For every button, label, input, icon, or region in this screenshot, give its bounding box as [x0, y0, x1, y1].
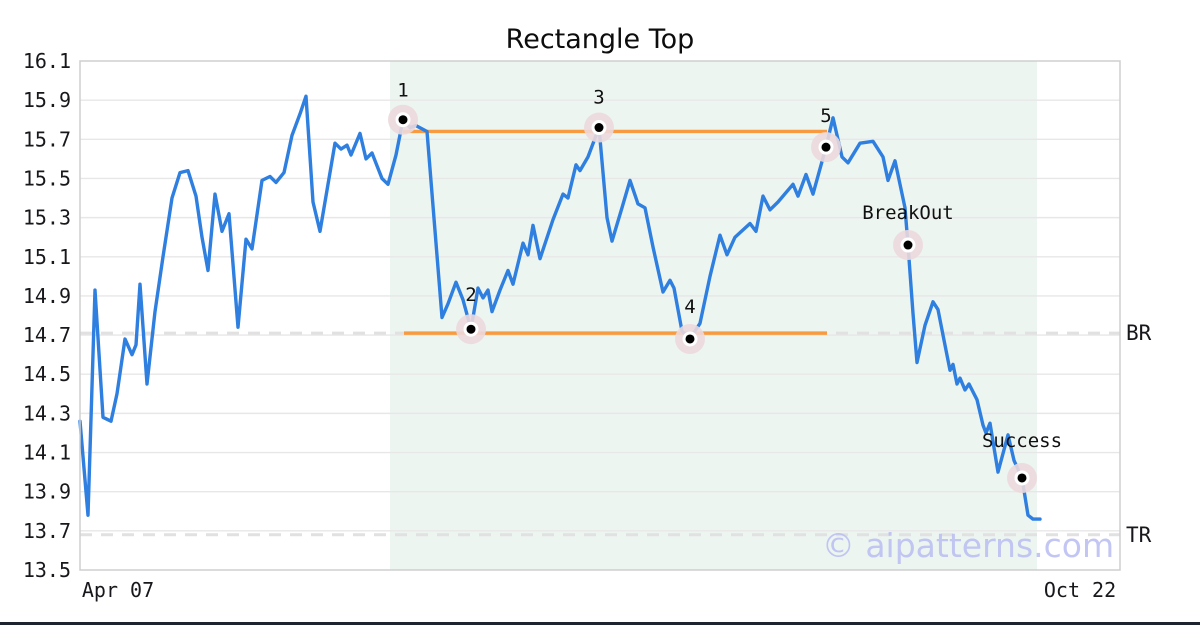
- y-tick-label: 15.5: [23, 166, 71, 190]
- marker-label-3: 3: [593, 87, 604, 109]
- marker-label-5: 5: [820, 105, 831, 127]
- y-tick-label: 14.5: [23, 362, 71, 386]
- marker-label-breakout: BreakOut: [862, 202, 954, 224]
- target-label: TR: [1126, 523, 1152, 547]
- y-tick-label: 14.9: [23, 284, 71, 308]
- marker-dot: [903, 240, 913, 250]
- watermark: © aipatterns.com: [822, 526, 1114, 565]
- marker-label-2: 2: [465, 284, 476, 306]
- x-tick-label: Oct 22: [1044, 578, 1116, 602]
- breakout-label: BR: [1126, 321, 1152, 345]
- y-tick-label: 13.9: [23, 480, 71, 504]
- y-tick-label: 13.5: [23, 558, 71, 582]
- marker-dot: [594, 123, 604, 133]
- plot-border: [79, 60, 1121, 571]
- marker-dot: [398, 115, 408, 125]
- y-tick-label: 16.1: [23, 49, 71, 73]
- footer-accent-bar: [0, 622, 1200, 625]
- marker-label-1: 1: [397, 80, 408, 102]
- y-tick-label: 15.7: [23, 127, 71, 151]
- y-tick-label: 15.3: [23, 206, 71, 230]
- marker-dot: [685, 334, 695, 344]
- price-line: [78, 94, 1042, 521]
- page-title: Rectangle Top: [506, 24, 695, 55]
- chart-foreground-layer: BR TR 1 2 3 4 5 BreakOut Success 16.1 15.9 15.7 15.5…: [0, 49, 1200, 625]
- y-tick-label: 15.1: [23, 245, 71, 269]
- y-tick-label: 13.7: [23, 519, 71, 543]
- marker-dot: [1017, 473, 1027, 483]
- marker-dot: [821, 142, 831, 152]
- y-tick-label: 15.9: [23, 88, 71, 112]
- marker-label-4: 4: [684, 296, 695, 318]
- y-tick-label: 14.3: [23, 401, 71, 425]
- marker-dot: [466, 324, 476, 334]
- marker-label-success: Success: [982, 430, 1062, 452]
- y-tick-label: 14.7: [23, 323, 71, 347]
- x-tick-label: Apr 07: [82, 578, 154, 602]
- y-tick-label: 14.1: [23, 441, 71, 465]
